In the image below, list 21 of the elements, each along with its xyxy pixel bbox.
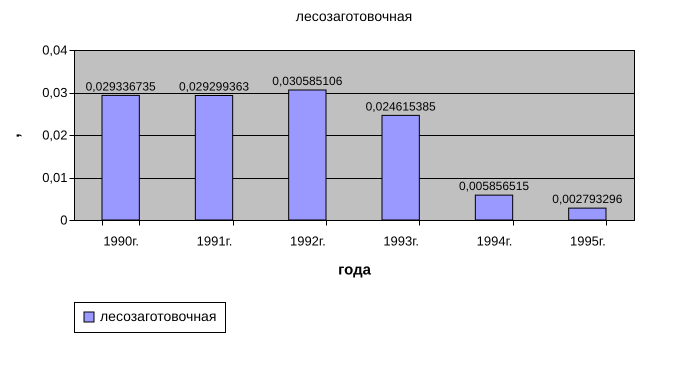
x-tick-label: 1992г. (290, 234, 326, 248)
y-tick-label: 0,03 (42, 85, 68, 100)
y-tick-label: 0 (60, 212, 68, 228)
y-tick-label: 0,02 (42, 128, 68, 142)
data-label: 0,030585106 (272, 74, 343, 88)
x-tick-label: 1995г. (570, 234, 606, 248)
legend-label: лесозаготовочная (100, 308, 216, 324)
data-label: 0,002793296 (552, 192, 623, 206)
data-label: 0,029299363 (178, 79, 250, 94)
x-tick-label: 1991г. (196, 234, 232, 248)
chart-title: лесозаготовочная (296, 8, 412, 24)
data-label: 0,024615385 (366, 99, 436, 114)
data-label: 0,005856515 (458, 179, 530, 194)
x-axis-title: года (338, 262, 372, 278)
y-tick-label: 0,01 (42, 170, 68, 185)
x-tick-label: 1990г. (103, 234, 140, 248)
y-tick-label: 0,04 (42, 42, 68, 58)
y-axis-title: , (6, 133, 24, 138)
x-tick-label: 1994г. (476, 234, 512, 248)
data-label: 0,029336735 (86, 79, 156, 94)
x-tick-label: 1993г. (383, 234, 420, 248)
